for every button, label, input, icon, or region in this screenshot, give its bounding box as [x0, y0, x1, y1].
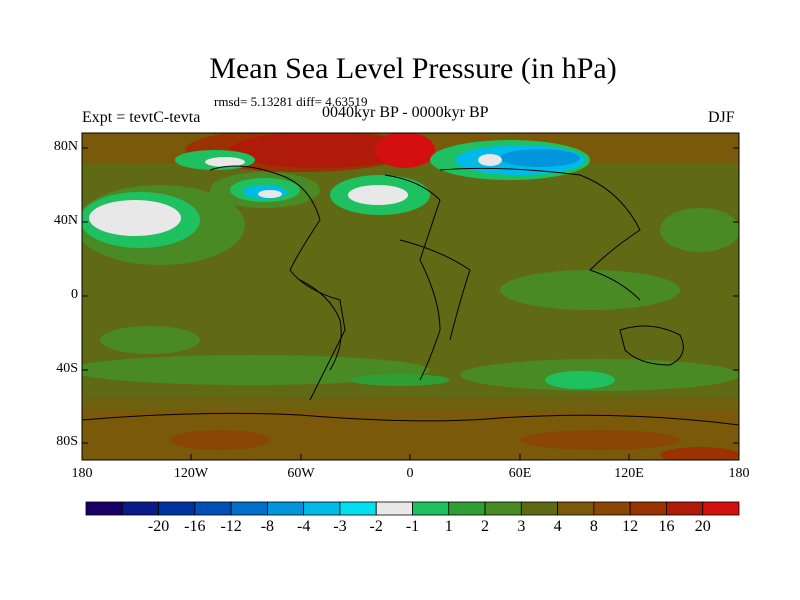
colorbar-swatch — [303, 501, 341, 516]
stats-text: rmsd= 5.13281 diff= 4.63519 — [214, 94, 368, 109]
colorbar-swatch — [702, 501, 740, 516]
colorbar-label: -12 — [220, 518, 242, 535]
lat-label-0: 0 — [71, 287, 78, 302]
colorbar-swatch — [230, 501, 268, 516]
colorbar-swatch — [412, 501, 450, 516]
colorbar-label: -2 — [369, 518, 383, 535]
colorbar-label: 1 — [444, 518, 453, 535]
period-label: 0040kyr BP - 0000kyr BP — [322, 104, 489, 121]
lon-label-180e: 180 — [728, 466, 750, 481]
colorbar-swatch — [85, 501, 123, 516]
colorbar-label: -3 — [333, 518, 347, 535]
colorbar-swatch — [121, 501, 159, 516]
lat-label-80s: 80S — [56, 434, 78, 449]
colorbar-label: 4 — [553, 518, 562, 535]
colorbar-label: 16 — [658, 518, 675, 535]
lon-label-180w: 180 — [71, 466, 93, 481]
colorbar-swatch — [557, 501, 595, 516]
colorbar-swatch — [484, 501, 522, 516]
colorbar-swatch — [593, 501, 631, 516]
lon-label-120e: 120E — [614, 466, 644, 481]
colorbar-swatch — [629, 501, 667, 516]
colorbar-label: -8 — [260, 518, 275, 535]
colorbar-swatch — [194, 501, 232, 516]
colorbar-label: 20 — [694, 518, 711, 535]
lon-label-0: 0 — [406, 466, 414, 481]
colorbar-label: -16 — [184, 518, 206, 535]
chart-title: Mean Sea Level Pressure (in hPa) — [209, 52, 617, 85]
colorbar-swatch — [158, 501, 196, 516]
lon-label-60w: 60W — [287, 466, 315, 481]
lon-label-120w: 120W — [173, 466, 209, 481]
colorbar-swatch — [339, 501, 377, 516]
colorbar-label: -4 — [296, 518, 311, 535]
map-frame — [81, 132, 740, 461]
colorbar-label: 12 — [622, 518, 639, 535]
colorbar-label: 3 — [517, 518, 526, 535]
experiment-label: Expt = tevtC-tevta — [82, 109, 201, 126]
axis-ticks — [82, 147, 739, 460]
season-label: DJF — [708, 109, 735, 126]
lat-label-40n: 40N — [53, 213, 78, 228]
pressure-field — [82, 133, 739, 460]
colorbar-label: 2 — [481, 518, 490, 535]
colorbar-swatch — [266, 501, 305, 516]
colorbar-label: -1 — [405, 518, 420, 535]
colorbar-label: 8 — [589, 518, 598, 535]
lat-label-40s: 40S — [56, 361, 78, 376]
colorbar-swatch — [375, 501, 413, 516]
colorbar-swatch — [448, 501, 486, 516]
coastlines — [82, 165, 739, 426]
colorbar-swatch — [666, 501, 704, 516]
colorbar-swatch — [520, 501, 559, 516]
colorbar — [85, 501, 740, 516]
lat-label-80n: 80N — [53, 139, 78, 154]
lon-label-60e: 60E — [508, 466, 532, 481]
colorbar-label: -20 — [147, 518, 170, 535]
